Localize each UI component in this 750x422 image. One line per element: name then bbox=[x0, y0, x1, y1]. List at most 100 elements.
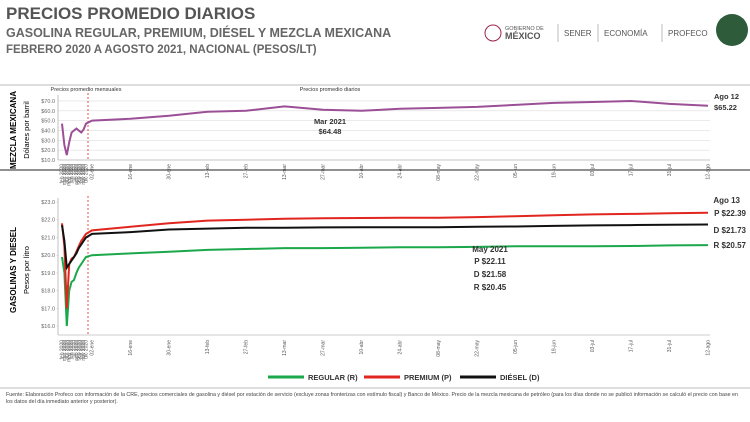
y-tick-label: $18.0 bbox=[41, 289, 55, 295]
y-tick-label: $23.0 bbox=[41, 200, 55, 206]
logo-text: PROFECO bbox=[668, 29, 708, 38]
x-tick-label: feb 2020 bbox=[60, 164, 66, 184]
x-tick-label: mar 2020 bbox=[62, 340, 68, 361]
x-tick-label: 19-jun bbox=[552, 340, 558, 354]
y-tick-label: $10.0 bbox=[41, 158, 55, 164]
x-tick-label: ago 2020 bbox=[74, 340, 80, 361]
x-tick-label: sep 2020 bbox=[76, 164, 82, 185]
x-tick-label: abr 2020 bbox=[64, 164, 70, 184]
x-tick-label: 03-jul bbox=[590, 164, 596, 176]
legend-label: PREMIUM (P) bbox=[404, 373, 452, 382]
x-tick-label: 30-ene bbox=[167, 164, 173, 180]
annotation: D $21.58 bbox=[474, 270, 507, 279]
x-tick-label: 10-abr bbox=[359, 164, 365, 179]
x-tick-label: 02-ene bbox=[90, 164, 96, 180]
x-tick-label: 16-ene bbox=[128, 340, 134, 356]
annotation: Precios promedio diarios bbox=[300, 87, 361, 93]
logo-emblem bbox=[484, 24, 502, 42]
x-tick-label: nov 2020 bbox=[81, 340, 87, 361]
x-tick-label: oct 2020 bbox=[79, 164, 85, 183]
y-tick-label: $40.0 bbox=[41, 128, 55, 134]
data-line bbox=[61, 223, 709, 271]
x-tick-label: oct 2020 bbox=[79, 340, 85, 359]
x-tick-label: feb 2020 bbox=[60, 340, 66, 360]
x-tick-label: 02-ene bbox=[90, 340, 96, 356]
x-tick-label: 24-abr bbox=[398, 164, 404, 179]
x-tick-label: 12-ago bbox=[706, 340, 712, 356]
data-line bbox=[61, 99, 709, 156]
annotation: $65.22 bbox=[714, 103, 737, 112]
x-tick-label: 27-mar bbox=[321, 340, 327, 356]
annotation: R $20.57 bbox=[714, 241, 747, 250]
x-tick-label: 27-feb bbox=[244, 164, 250, 178]
y-axis-label: Dólares por barril bbox=[22, 101, 31, 159]
legend-label: REGULAR (R) bbox=[308, 373, 358, 382]
footnote-box: Fuente: Elaboración Profeco con informac… bbox=[6, 392, 738, 405]
x-tick-label: 08-may bbox=[436, 340, 442, 357]
x-tick-label: 17-jul bbox=[629, 164, 635, 176]
x-tick-label: 22-may bbox=[475, 164, 481, 181]
annotation: $64.48 bbox=[319, 127, 342, 136]
y-tick-label: $22.0 bbox=[41, 218, 55, 224]
logo-text: MÉXICO bbox=[505, 31, 541, 41]
x-tick-label: jul 2020 bbox=[72, 340, 78, 359]
legend-label: DIÉSEL (D) bbox=[500, 373, 540, 382]
annotation: D $21.73 bbox=[714, 226, 747, 235]
x-tick-label: sep 2020 bbox=[76, 340, 82, 361]
annotation: Precios promedio mensuales bbox=[51, 87, 122, 93]
y-axis-label: Pesos por litro bbox=[22, 246, 31, 294]
x-tick-label: 16-ene bbox=[128, 164, 134, 180]
subtitle: GASOLINA REGULAR, PREMIUM, DIÉSEL Y MEZC… bbox=[6, 25, 391, 40]
side-title: GASOLINAS Y DIESEL bbox=[9, 227, 18, 313]
x-tick-label: 05-jun bbox=[513, 340, 519, 354]
logos: GOBIERNO DE MÉXICO SENER ECONOMÍA PROFEC… bbox=[484, 14, 748, 46]
annotation: Mar 2021 bbox=[314, 117, 346, 126]
footnote: Fuente: Elaboración Profeco con informac… bbox=[6, 392, 738, 405]
logo-badge bbox=[716, 14, 748, 46]
x-tick-label: 13-mar bbox=[282, 164, 288, 180]
annotation: May 2021 bbox=[472, 245, 508, 254]
period: FEBRERO 2020 A AGOSTO 2021, NACIONAL (PE… bbox=[6, 44, 317, 56]
x-tick-label: 03-jul bbox=[590, 340, 596, 352]
annotation: P $22.39 bbox=[714, 209, 746, 218]
logo-text: SENER bbox=[564, 29, 592, 38]
x-tick-label: 13-mar bbox=[282, 340, 288, 356]
x-tick-label: dic 2020 bbox=[84, 164, 90, 183]
x-tick-label: 10-abr bbox=[359, 340, 365, 355]
x-tick-label: 22-may bbox=[475, 340, 481, 357]
x-tick-label: 27-feb bbox=[244, 340, 250, 354]
x-tick-label: 31-jul bbox=[667, 340, 673, 352]
x-tick-label: may 2020 bbox=[67, 340, 73, 362]
x-tick-label: 27-mar bbox=[321, 164, 327, 180]
x-tick-label: 13-feb bbox=[205, 340, 211, 354]
y-tick-label: $20.0 bbox=[41, 253, 55, 259]
x-tick-label: 24-abr bbox=[398, 340, 404, 355]
x-tick-label: 05-jun bbox=[513, 164, 519, 178]
logo-text: ECONOMÍA bbox=[604, 29, 648, 38]
y-tick-label: $17.0 bbox=[41, 306, 55, 312]
x-tick-label: abr 2020 bbox=[64, 340, 70, 360]
x-tick-label: jul 2020 bbox=[72, 164, 78, 183]
y-tick-label: $50.0 bbox=[41, 119, 55, 125]
annotation: Ago 13 bbox=[713, 196, 740, 205]
side-title: MEZCLA MEXICANA bbox=[9, 91, 18, 169]
annotation: Ago 12 bbox=[714, 92, 739, 101]
x-tick-label: 30-ene bbox=[167, 340, 173, 356]
x-tick-label: 13-feb bbox=[205, 164, 211, 178]
y-tick-label: $60.0 bbox=[41, 109, 55, 115]
data-line bbox=[61, 244, 709, 327]
x-tick-label: mar 2020 bbox=[62, 164, 68, 185]
x-tick-label: jun 2020 bbox=[69, 164, 75, 184]
x-tick-label: may 2020 bbox=[67, 164, 73, 186]
logo-text: GOBIERNO DE bbox=[505, 26, 544, 32]
x-tick-label: 08-may bbox=[436, 164, 442, 181]
y-tick-label: $19.0 bbox=[41, 271, 55, 277]
annotation: P $22.11 bbox=[474, 257, 506, 266]
x-tick-label: 17-jul bbox=[629, 340, 635, 352]
y-tick-label: $70.0 bbox=[41, 99, 55, 105]
x-tick-label: ago 2020 bbox=[74, 164, 80, 185]
x-tick-label: nov 2020 bbox=[81, 164, 87, 185]
x-tick-label: dic 2020 bbox=[84, 340, 90, 359]
